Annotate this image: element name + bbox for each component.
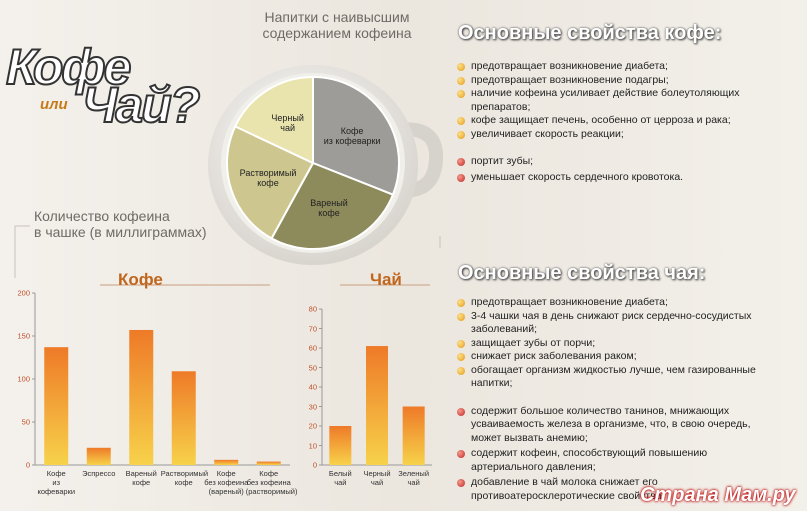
pie-slice xyxy=(226,125,315,240)
cup-handle xyxy=(395,122,444,198)
x-tick-label: Зеленый чай xyxy=(398,469,430,487)
bar xyxy=(402,406,425,465)
pie-label: Кофе из кофеварки xyxy=(323,126,381,147)
x-tick-label: Белый чай xyxy=(328,469,352,487)
pie-title: Напитки с наивысшим содержанием кофеина xyxy=(262,9,412,41)
bar xyxy=(256,461,281,465)
x-tick-label: Кофе из кофеварки xyxy=(37,469,76,496)
list-item: увеличивает скорость реакции; xyxy=(457,128,757,142)
pie-slice xyxy=(312,75,400,196)
y-tick-label: 20 xyxy=(308,421,317,431)
chart-caption: Количество кофеина в чашке (в миллиграмм… xyxy=(34,208,207,240)
tea-chart-title: Чай xyxy=(370,270,402,289)
bar xyxy=(44,347,69,465)
y-tick-label: 200 xyxy=(17,288,30,298)
x-tick-label: Черный чай xyxy=(363,469,391,487)
y-tick-label: 50 xyxy=(308,363,317,372)
y-tick-label: 50 xyxy=(21,417,30,427)
list-item: предотвращает возникновение диабета; xyxy=(457,296,767,310)
list-item: предотвращает возникновение подагры; xyxy=(457,74,757,88)
bar xyxy=(329,426,352,465)
y-tick-label: 60 xyxy=(308,343,317,353)
coffee-heading: Основные свойства кофе: xyxy=(458,22,722,44)
coffee-chart-title: Кофе xyxy=(118,270,163,289)
tea-list: предотвращает возникновение диабета; 3-4 … xyxy=(457,296,767,505)
pie-label: Черный чай xyxy=(271,113,304,134)
bar xyxy=(366,346,388,465)
title-tea: Чай? xyxy=(81,76,201,134)
tea-heading: Основные свойства чая: xyxy=(458,262,706,284)
list-item: добавление в чай молока снижает его прот… xyxy=(457,476,767,503)
list-item: обогащает организм жидкостью лучше, чем … xyxy=(457,364,767,391)
pie-label: Вареный кофе xyxy=(310,197,348,218)
y-tick-label: 40 xyxy=(308,382,317,392)
list-item: 3-4 чашки чая в день снижают риск сердеч… xyxy=(457,310,767,337)
title-or: или xyxy=(40,96,68,113)
title-coffee: Кофе xyxy=(5,38,132,96)
bar xyxy=(214,459,239,465)
pie-label: Растворимый кофе xyxy=(239,167,297,188)
list-item: содержит большое количество танинов, мни… xyxy=(457,405,767,446)
list-item: портит зубы; xyxy=(457,155,757,169)
x-tick-label: Кофе без кофеина (растворимый) xyxy=(245,469,298,496)
watermark: Страна Мам.ру xyxy=(640,484,796,506)
x-tick-label: Эспрессо xyxy=(82,469,116,478)
x-tick-label: Вареный кофе xyxy=(125,469,157,487)
x-tick-label: Кофе без кофеина (вареный) xyxy=(204,469,249,496)
list-item: предотвращает возникновение диабета; xyxy=(457,60,757,74)
y-tick-label: 0 xyxy=(312,460,317,470)
frame-line xyxy=(14,225,441,278)
bar xyxy=(129,329,154,465)
y-tick-label: 100 xyxy=(17,374,30,384)
y-tick-label: 10 xyxy=(308,441,317,450)
y-tick-label: 150 xyxy=(17,331,30,341)
bar xyxy=(171,371,196,465)
list-item: содержит кофеин, способствующий повышени… xyxy=(457,447,767,474)
coffee-list: предотвращает возникновение диабета; пред… xyxy=(457,60,757,186)
y-tick-label: 30 xyxy=(308,402,317,411)
list-item: кофе защищает печень, особенно от церроз… xyxy=(457,114,757,128)
list-item: уменьшает скорость сердечного кровотока. xyxy=(457,171,757,185)
spacer xyxy=(457,141,757,155)
pie-slice xyxy=(233,75,314,165)
spacer xyxy=(457,391,767,405)
bar xyxy=(86,447,111,465)
y-tick-label: 80 xyxy=(308,304,317,314)
list-item: наличие кофеина усиливает действие болеу… xyxy=(457,87,757,114)
y-tick-label: 0 xyxy=(25,460,30,470)
y-tick-label: 70 xyxy=(308,324,317,333)
x-tick-label: Растворимый кофе xyxy=(160,469,209,487)
list-item: снижает риск заболевания раком; xyxy=(457,350,767,364)
list-item: защищает зубы от порчи; xyxy=(457,337,767,351)
